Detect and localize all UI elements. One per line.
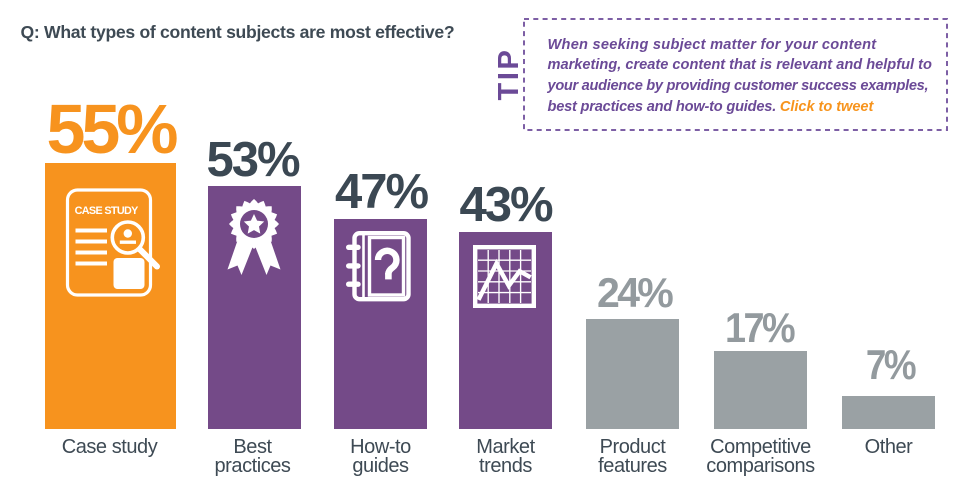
svg-text:CASE STUDY: CASE STUDY <box>75 205 140 217</box>
